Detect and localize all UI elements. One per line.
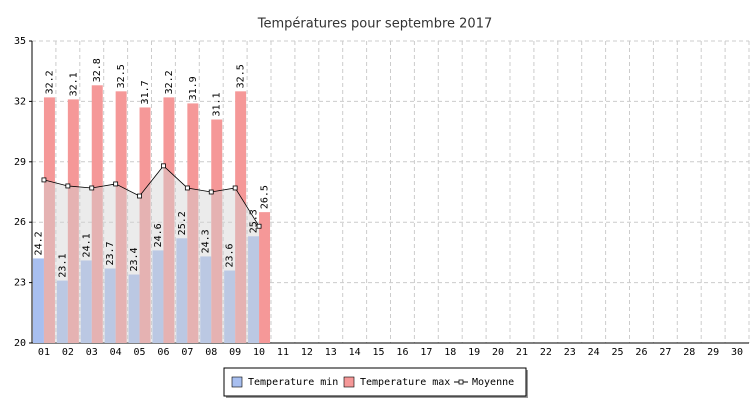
bar [56, 280, 68, 343]
x-tick-label: 20 [492, 347, 504, 358]
bar [187, 103, 199, 343]
bar [200, 256, 212, 343]
legend-label: Moyenne [472, 377, 514, 388]
data-label: 32.8 [92, 58, 103, 82]
x-tick-label: 30 [731, 347, 743, 358]
line-point [256, 223, 262, 229]
legend-swatch [343, 376, 355, 388]
x-tick-label: 01 [38, 347, 50, 358]
x-tick-label: 27 [659, 347, 671, 358]
bar [235, 91, 247, 343]
bar [152, 250, 164, 343]
data-label: 24.1 [81, 233, 92, 257]
x-tick-label: 04 [110, 347, 122, 358]
data-label: 25.2 [177, 211, 188, 235]
data-label: 24.3 [201, 229, 212, 253]
bar [104, 268, 116, 343]
x-tick-label: 08 [205, 347, 217, 358]
bar [163, 97, 175, 343]
x-tick-label: 29 [707, 347, 719, 358]
bar [259, 212, 271, 343]
bar [176, 238, 188, 343]
data-label: 24.2 [33, 231, 44, 255]
data-label: 23.7 [105, 241, 116, 265]
line-point [65, 183, 71, 189]
x-tick-label: 09 [229, 347, 241, 358]
data-label: 23.6 [225, 243, 236, 267]
x-tick-label: 24 [588, 347, 600, 358]
bar [248, 236, 260, 343]
data-label: 26.5 [260, 185, 271, 209]
x-tick-label: 28 [683, 347, 695, 358]
x-tick-label: 13 [325, 347, 337, 358]
data-label: 31.1 [212, 92, 223, 116]
line-point [161, 163, 166, 169]
data-label: 32.5 [236, 64, 247, 88]
data-label: 23.4 [129, 247, 140, 271]
line-point [113, 181, 119, 187]
legend-marker [458, 379, 464, 385]
bar [80, 260, 92, 343]
data-label: 25.3 [249, 209, 260, 233]
x-tick-label: 12 [301, 347, 313, 358]
y-tick-label: 35 [14, 36, 26, 47]
x-tick-label: 06 [157, 347, 169, 358]
x-tick-label: 02 [62, 347, 74, 358]
x-tick-label: 07 [181, 347, 193, 358]
chart-title: Températures pour septembre 2017 [257, 17, 492, 32]
bar [115, 91, 127, 343]
line-area [43, 165, 260, 343]
data-label: 31.7 [140, 80, 151, 104]
x-tick-label: 26 [635, 347, 647, 358]
line-point [232, 185, 238, 191]
bar [32, 258, 44, 343]
x-tick-label: 11 [277, 347, 289, 358]
line-point [137, 193, 142, 199]
x-tick-label: 15 [373, 347, 385, 358]
x-tick-label: 17 [420, 347, 432, 358]
bar [139, 107, 151, 343]
data-label: 24.6 [153, 223, 164, 247]
y-tick-label: 23 [14, 278, 26, 289]
legend-box [223, 367, 527, 397]
data-label: 32.1 [68, 72, 79, 96]
data-label: 32.2 [164, 70, 175, 94]
bar [128, 274, 140, 343]
y-tick-label: 32 [14, 96, 26, 107]
y-tick-label: 29 [14, 157, 26, 168]
line-point [184, 185, 190, 191]
x-tick-label: 19 [468, 347, 480, 358]
line-point [89, 185, 95, 191]
line [43, 165, 260, 227]
legend-swatch [231, 376, 243, 388]
bar [43, 97, 55, 343]
bar [67, 99, 79, 344]
x-tick-label: 16 [396, 347, 408, 358]
bar [211, 119, 223, 344]
bar [224, 270, 236, 343]
x-tick-label: 14 [349, 347, 361, 358]
x-tick-label: 22 [540, 347, 552, 358]
x-tick-label: 18 [444, 347, 456, 358]
data-label: 32.2 [44, 70, 55, 94]
bar [91, 85, 103, 343]
data-label: 32.5 [116, 64, 127, 88]
data-label: 31.9 [188, 76, 199, 100]
x-tick-label: 05 [134, 347, 146, 358]
y-tick-label: 20 [14, 338, 26, 349]
legend-label: Temperature min [248, 377, 338, 388]
x-tick-label: 03 [86, 347, 98, 358]
data-label: 23.1 [57, 253, 68, 277]
x-tick-label: 21 [516, 347, 528, 358]
x-tick-label: 25 [612, 347, 624, 358]
x-tick-label: 10 [253, 347, 265, 358]
x-tick-label: 23 [564, 347, 576, 358]
legend-label: Temperature max [360, 377, 450, 388]
y-tick-label: 26 [14, 217, 26, 228]
line-point [41, 177, 47, 183]
line-point [208, 189, 214, 195]
